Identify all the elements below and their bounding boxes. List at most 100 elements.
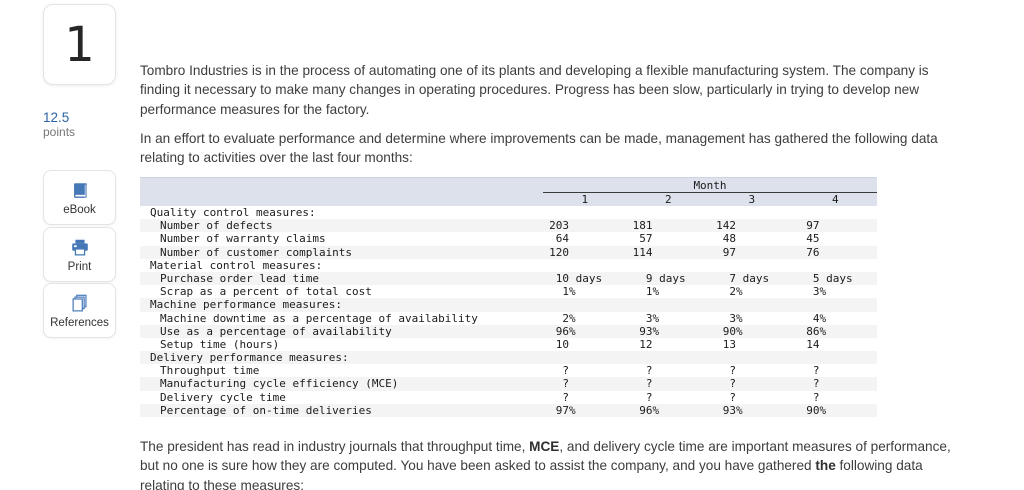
value-cell: 10 — [555, 337, 569, 351]
table-row: Scrap as a percent of total cost 1% 1% 2% 3% — [140, 285, 877, 298]
references-button-label: References — [50, 316, 109, 329]
row-label: Delivery cycle time — [160, 390, 286, 404]
table-row: Delivery cycle time???? — [140, 391, 877, 404]
value-cell — [543, 206, 627, 219]
value-cell — [794, 298, 878, 311]
row-label: Material control measures: — [150, 258, 323, 272]
value-cell — [543, 259, 627, 272]
value-cell: ? — [812, 390, 820, 404]
value-cell: 48 — [722, 232, 736, 246]
value-cell: 97 — [722, 245, 736, 259]
value-cell — [627, 259, 711, 272]
value-cell: ? — [562, 390, 569, 404]
points-value: 12.5 — [43, 110, 70, 125]
value-cell: 3% — [729, 311, 743, 325]
points-block: 12.5 points — [43, 110, 75, 140]
table-header-band: Month 1 2 3 4 — [140, 177, 877, 206]
value-cell — [794, 351, 878, 364]
value-cell — [627, 298, 711, 311]
text-line: but no one is sure how they are computed… — [140, 458, 923, 474]
value-cell: 13 — [722, 337, 736, 351]
references-button[interactable]: References — [43, 283, 116, 338]
ebook-button[interactable]: eBook — [43, 170, 116, 225]
row-label: Number of warranty claims — [160, 232, 326, 246]
question-number-card: 1 — [43, 4, 116, 85]
row-label: Percentage of on-time deliveries — [160, 403, 372, 417]
question-content: Tombro Industries is in the process of a… — [140, 0, 1020, 490]
value-cell: 114 — [632, 245, 653, 259]
value-cell: 2% — [562, 311, 576, 325]
table-body: Quality control measures: Number of defec… — [140, 206, 877, 417]
print-button[interactable]: Print — [43, 227, 116, 282]
value-cell: 2% — [729, 285, 743, 299]
table-row: Manufacturing cycle efficiency (MCE)???? — [140, 377, 877, 391]
value-cell: ? — [812, 364, 820, 378]
value-cell — [710, 206, 794, 219]
row-label: Machine downtime as a percentage of avai… — [160, 311, 478, 325]
value-cell — [710, 351, 794, 364]
value-cell: 64 — [555, 232, 569, 246]
month-column-header: 4 — [831, 193, 839, 206]
value-cell: 93% — [639, 324, 660, 338]
value-cell: 93% — [722, 403, 743, 417]
value-cell: ? — [562, 377, 569, 391]
table-row: Percentage of on-time deliveries 97% 96% 93… — [140, 403, 877, 417]
table-row: Use as a percentage of availability 96% 93… — [140, 324, 877, 338]
value-cell: 96% — [555, 324, 576, 338]
value-cell — [627, 206, 711, 219]
row-label: Scrap as a percent of total cost — [160, 285, 372, 299]
references-icon — [69, 293, 91, 315]
value-cell: 5 days — [812, 271, 853, 285]
question-number: 1 — [64, 16, 95, 73]
row-label: Use as a percentage of availability — [160, 324, 392, 338]
month-column-header: 1 — [581, 193, 589, 206]
value-cell: ? — [645, 377, 653, 391]
value-cell — [543, 351, 627, 364]
row-label: Number of customer complaints — [160, 245, 353, 259]
row-label: Delivery performance measures: — [150, 351, 349, 365]
table-row: Purchase order lead time 10 days 9 days 7 d… — [140, 271, 877, 286]
row-label: Throughput time — [160, 364, 260, 378]
value-cell: 90% — [806, 403, 827, 417]
value-cell: ? — [729, 377, 736, 391]
value-cell: 120 — [549, 245, 569, 259]
value-cell: 97 — [806, 219, 820, 233]
row-label: Purchase order lead time — [160, 271, 319, 285]
value-cell: 1% — [562, 285, 576, 299]
row-label: Manufacturing cycle efficiency (MCE) — [160, 377, 399, 391]
table-row: Machine performance measures: — [140, 298, 878, 312]
value-cell: ? — [645, 390, 653, 404]
ebook-button-label: eBook — [63, 203, 96, 216]
table-row: Number of warranty claims 64 57 48 45 — [140, 232, 877, 245]
value-cell: 10 days — [555, 271, 603, 285]
text-line: relating to these measures: — [140, 477, 304, 490]
table-row: Quality control measures: — [140, 206, 877, 219]
table-row: Throughput time???? — [140, 364, 877, 377]
value-cell: 45 — [806, 232, 820, 246]
row-label: Number of defects — [160, 219, 273, 233]
text-line: performance measures for the factory. — [140, 101, 370, 117]
value-cell: 4% — [812, 311, 827, 325]
value-cell: ? — [729, 364, 736, 378]
value-cell — [543, 298, 627, 311]
month-column-numbers: 1 2 3 4 — [543, 193, 877, 207]
value-cell: 90% — [722, 324, 743, 338]
value-cell: 12 — [639, 337, 653, 351]
paragraph-data-gathered: In an effort to evaluate performance and… — [140, 129, 1020, 168]
ebook-icon — [69, 180, 91, 202]
value-cell: 7 days — [729, 271, 770, 285]
text-line: finding it necessary to make many change… — [140, 82, 920, 98]
month-column-header: 2 — [664, 193, 672, 206]
value-cell: 3% — [645, 311, 660, 325]
table-row: Number of customer complaints 120 114 97 76 — [140, 245, 877, 259]
table-row: Setup time (hours) 10 12 13 14 — [140, 338, 877, 351]
paragraph-president: The president has read in industry journ… — [140, 437, 1020, 490]
text-line: The president has read in industry journ… — [140, 439, 951, 454]
value-cell — [794, 206, 878, 219]
value-cell — [627, 351, 711, 364]
value-cell: ? — [645, 364, 653, 378]
text-line: Tombro Industries is in the process of a… — [140, 63, 929, 78]
value-cell: 203 — [549, 219, 569, 233]
text-line: In an effort to evaluate performance and… — [140, 131, 938, 146]
